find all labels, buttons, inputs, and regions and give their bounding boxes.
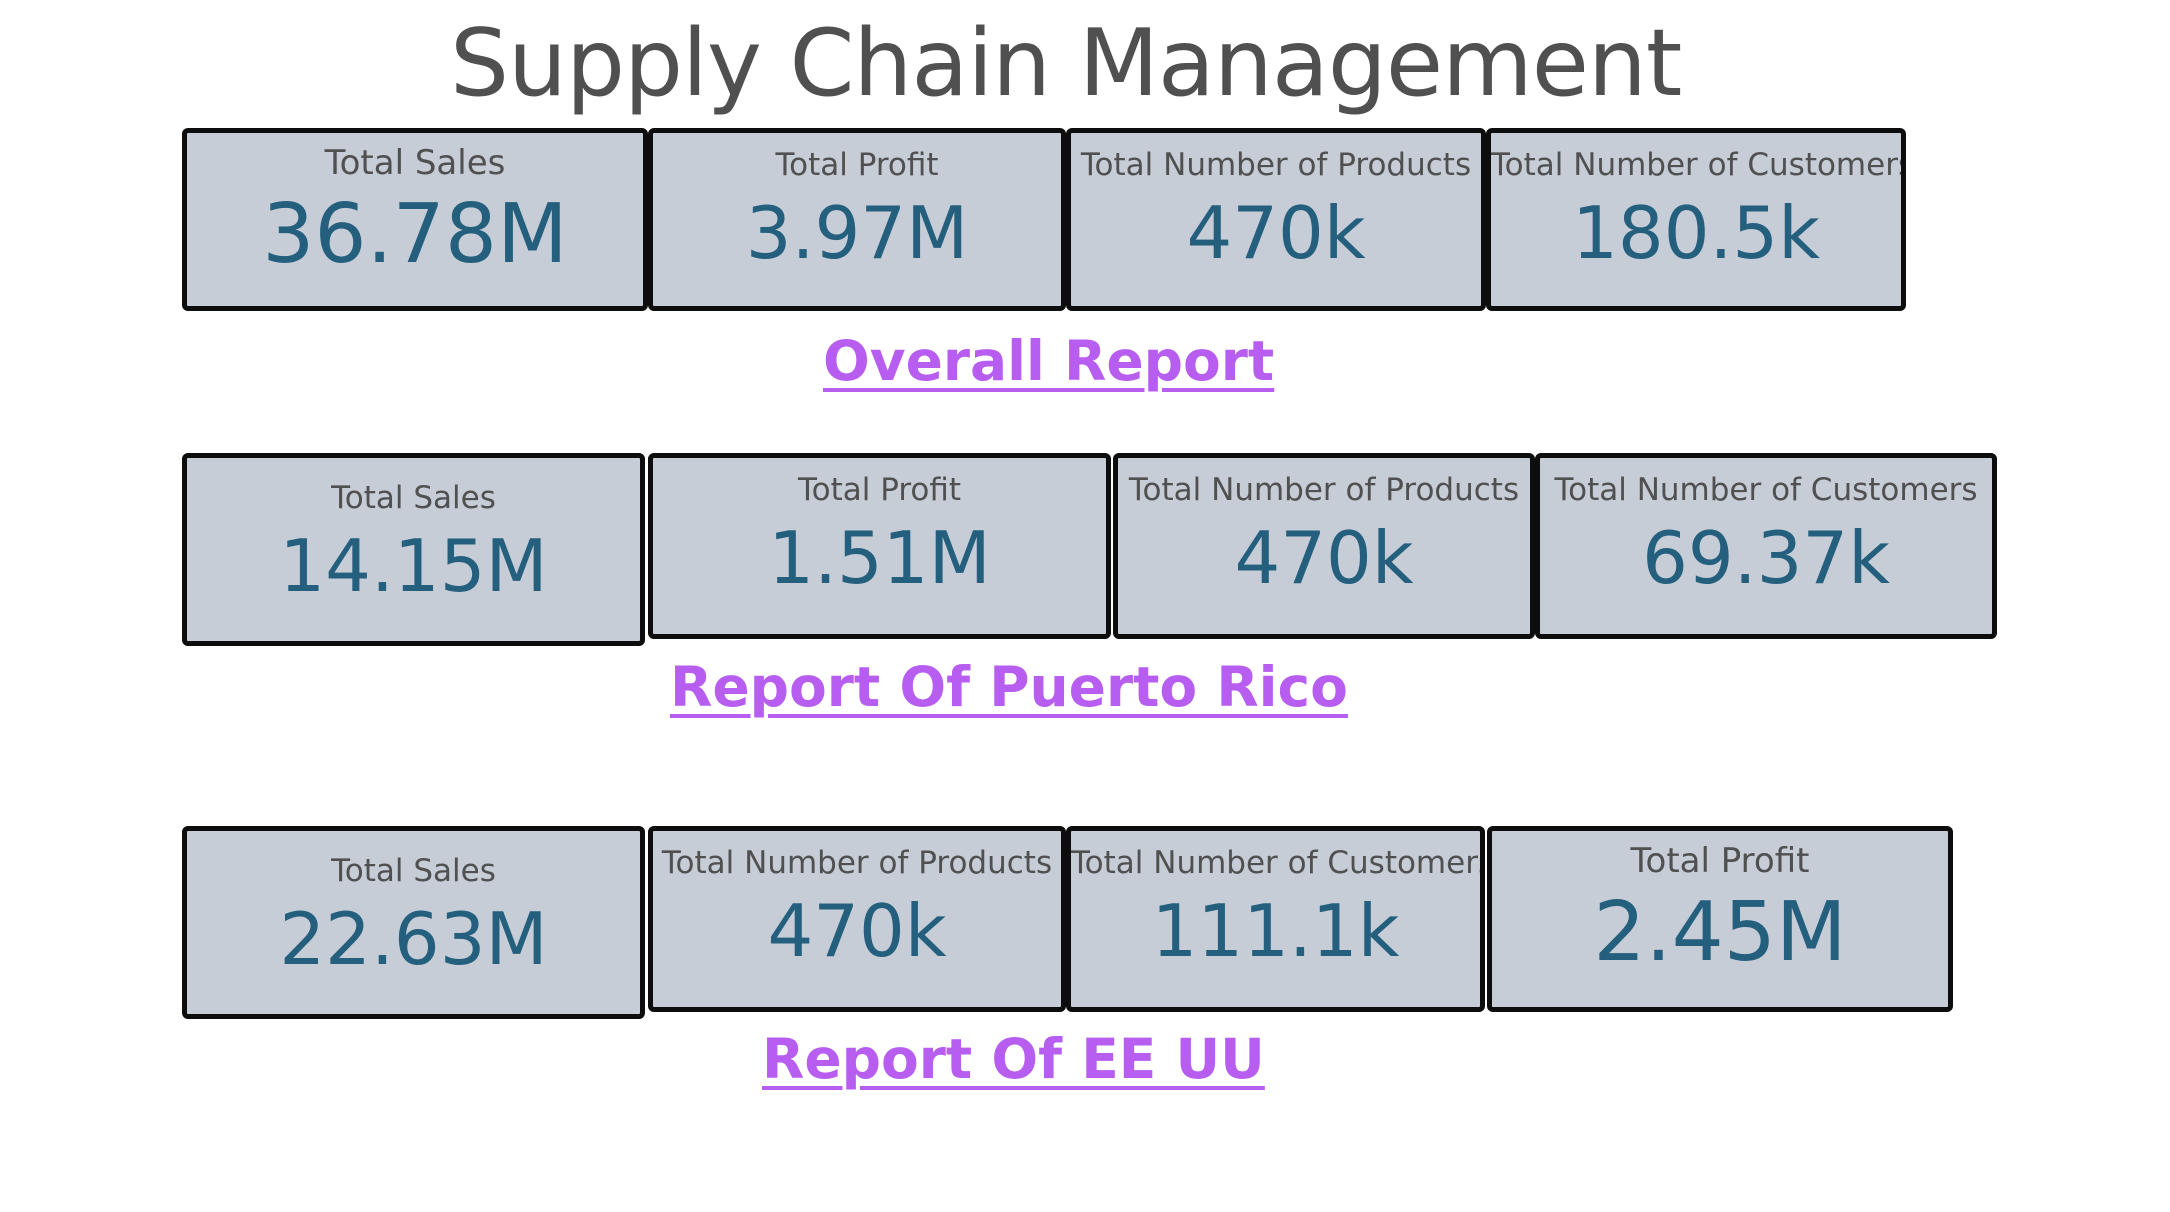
ee-uu-total-sales-card: Total Sales 22.63M xyxy=(182,826,645,1019)
card-label: Total Number of Products xyxy=(1128,472,1520,508)
overall-report-link[interactable]: Overall Report xyxy=(823,329,1275,393)
overall-total-products-card: Total Number of Products 470k xyxy=(1066,128,1486,311)
puerto-rico-total-profit-card: Total Profit 1.51M xyxy=(648,453,1111,639)
puerto-rico-total-sales-card: Total Sales 14.15M xyxy=(182,453,645,646)
card-label: Total Profit xyxy=(1630,841,1810,881)
card-value: 470k xyxy=(1186,191,1366,276)
card-value: 180.5k xyxy=(1572,191,1820,276)
card-value: 3.97M xyxy=(745,191,969,276)
card-label: Total Profit xyxy=(797,472,962,508)
overall-total-profit-card: Total Profit 3.97M xyxy=(648,128,1066,311)
card-value: 111.1k xyxy=(1151,889,1400,974)
card-label: Total Profit xyxy=(775,147,939,183)
card-value: 22.63M xyxy=(279,897,548,982)
card-label: Total Number of Customers xyxy=(1491,147,1906,183)
card-value: 470k xyxy=(767,889,947,974)
card-value: 470k xyxy=(1234,516,1414,601)
card-label: Total Number of Products xyxy=(1080,147,1472,183)
overall-total-sales-card: Total Sales 36.78M xyxy=(182,128,648,311)
card-label: Total Number of Customers xyxy=(1071,845,1485,881)
card-value: 14.15M xyxy=(279,524,548,609)
card-label: Total Sales xyxy=(331,853,496,889)
ee-uu-report-link[interactable]: Report Of EE UU xyxy=(762,1027,1265,1091)
card-label: Total Sales xyxy=(331,480,496,516)
card-value: 69.37k xyxy=(1642,516,1890,601)
card-value: 1.51M xyxy=(768,516,991,601)
puerto-rico-report-link[interactable]: Report Of Puerto Rico xyxy=(670,655,1348,719)
ee-uu-total-products-card: Total Number of Products 470k xyxy=(648,826,1066,1012)
card-label: Total Number of Products xyxy=(661,845,1053,881)
ee-uu-total-profit-card: Total Profit 2.45M xyxy=(1487,826,1953,1012)
ee-uu-total-customers-card: Total Number of Customers 111.1k xyxy=(1066,826,1485,1012)
card-value: 36.78M xyxy=(262,186,568,282)
page-title: Supply Chain Management xyxy=(450,9,1682,117)
card-label: Total Sales xyxy=(324,143,506,183)
card-value: 2.45M xyxy=(1593,884,1847,980)
puerto-rico-total-customers-card: Total Number of Customers 69.37k xyxy=(1535,453,1997,639)
puerto-rico-total-products-card: Total Number of Products 470k xyxy=(1113,453,1535,639)
overall-total-customers-card: Total Number of Customers 180.5k xyxy=(1486,128,1906,311)
card-label: Total Number of Customers xyxy=(1554,472,1978,508)
